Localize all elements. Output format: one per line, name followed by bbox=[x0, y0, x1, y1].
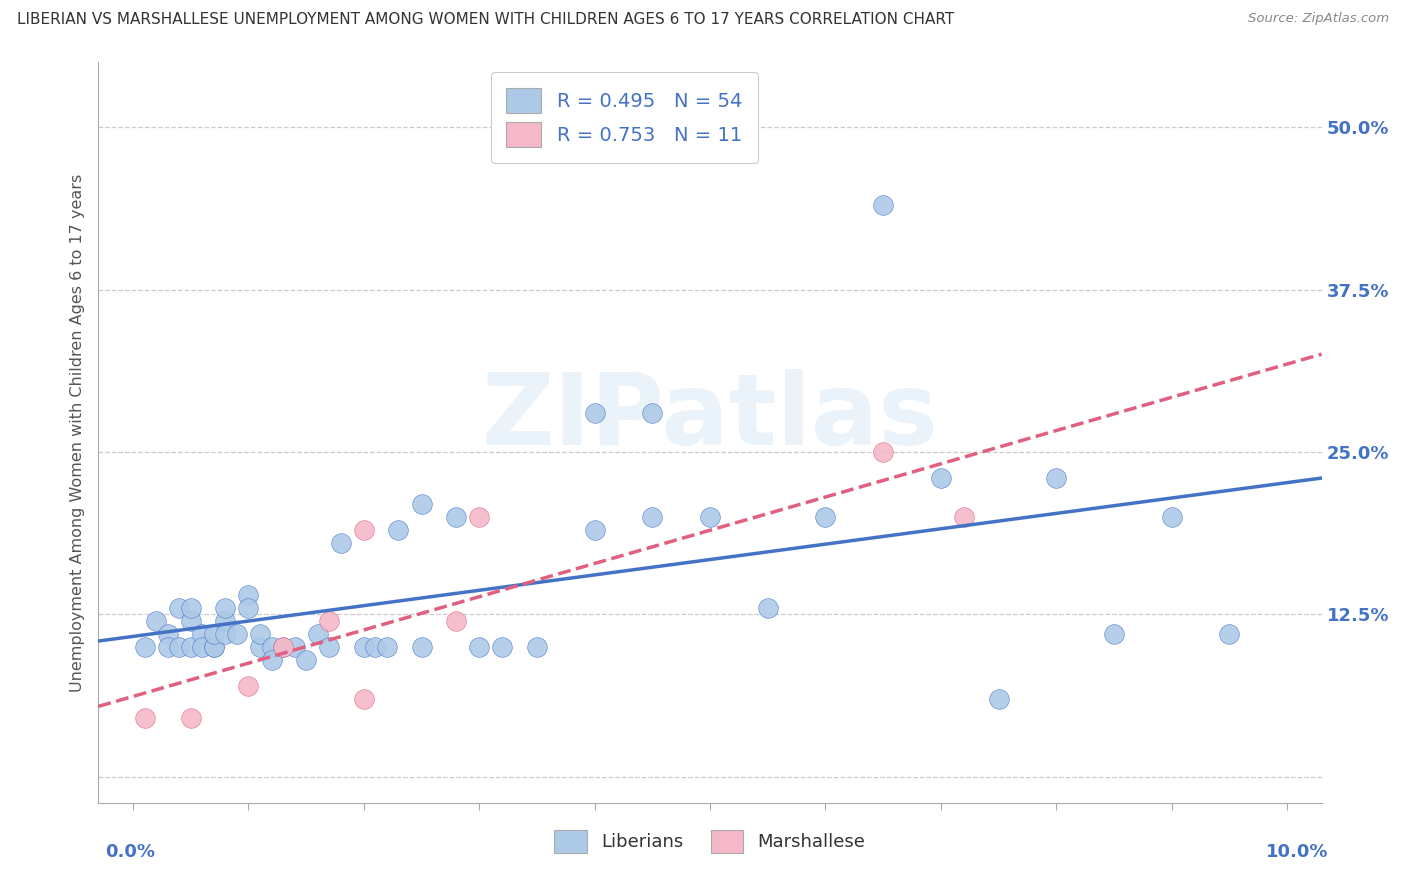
Point bbox=[202, 640, 225, 654]
Point bbox=[641, 510, 664, 524]
Point bbox=[318, 614, 340, 628]
Point bbox=[134, 640, 156, 654]
Point bbox=[307, 627, 329, 641]
Text: LIBERIAN VS MARSHALLESE UNEMPLOYMENT AMONG WOMEN WITH CHILDREN AGES 6 TO 17 YEAR: LIBERIAN VS MARSHALLESE UNEMPLOYMENT AMO… bbox=[17, 12, 955, 27]
Point bbox=[214, 614, 236, 628]
Point bbox=[225, 627, 247, 641]
Point bbox=[271, 640, 294, 654]
Point bbox=[1102, 627, 1125, 641]
Point bbox=[295, 653, 318, 667]
Point bbox=[202, 627, 225, 641]
Legend: Liberians, Marshallese: Liberians, Marshallese bbox=[547, 822, 873, 861]
Point bbox=[375, 640, 398, 654]
Point bbox=[411, 640, 433, 654]
Point bbox=[180, 711, 202, 725]
Text: ZIPatlas: ZIPatlas bbox=[482, 369, 938, 467]
Point bbox=[411, 497, 433, 511]
Point bbox=[814, 510, 837, 524]
Point bbox=[271, 640, 294, 654]
Point bbox=[180, 614, 202, 628]
Point bbox=[444, 510, 467, 524]
Point bbox=[329, 536, 352, 550]
Point bbox=[156, 627, 179, 641]
Point bbox=[583, 523, 606, 537]
Point bbox=[238, 588, 260, 602]
Point bbox=[364, 640, 387, 654]
Point bbox=[249, 627, 271, 641]
Point bbox=[353, 523, 375, 537]
Point bbox=[145, 614, 167, 628]
Point bbox=[180, 601, 202, 615]
Point bbox=[156, 640, 179, 654]
Point bbox=[284, 640, 307, 654]
Point bbox=[526, 640, 548, 654]
Point bbox=[987, 692, 1010, 706]
Point bbox=[167, 601, 190, 615]
Point bbox=[444, 614, 467, 628]
Point bbox=[214, 627, 236, 641]
Point bbox=[468, 510, 491, 524]
Point bbox=[191, 627, 214, 641]
Point bbox=[872, 445, 894, 459]
Point bbox=[238, 679, 260, 693]
Point bbox=[238, 601, 260, 615]
Point bbox=[191, 640, 214, 654]
Point bbox=[756, 601, 779, 615]
Point bbox=[260, 653, 283, 667]
Point bbox=[468, 640, 491, 654]
Text: Source: ZipAtlas.com: Source: ZipAtlas.com bbox=[1249, 12, 1389, 25]
Point bbox=[387, 523, 409, 537]
Point bbox=[583, 406, 606, 420]
Point bbox=[134, 711, 156, 725]
Point bbox=[249, 640, 271, 654]
Point bbox=[353, 640, 375, 654]
Point bbox=[1218, 627, 1240, 641]
Point bbox=[699, 510, 721, 524]
Point bbox=[180, 640, 202, 654]
Point bbox=[1045, 471, 1067, 485]
Point bbox=[1160, 510, 1182, 524]
Point bbox=[491, 640, 513, 654]
Point bbox=[929, 471, 952, 485]
Point bbox=[641, 406, 664, 420]
Point bbox=[167, 640, 190, 654]
Point bbox=[214, 601, 236, 615]
Point bbox=[202, 640, 225, 654]
Point bbox=[318, 640, 340, 654]
Point bbox=[353, 692, 375, 706]
Point bbox=[260, 640, 283, 654]
Point bbox=[872, 198, 894, 212]
Point bbox=[953, 510, 976, 524]
Text: 0.0%: 0.0% bbox=[105, 843, 156, 861]
Y-axis label: Unemployment Among Women with Children Ages 6 to 17 years: Unemployment Among Women with Children A… bbox=[69, 174, 84, 691]
Text: 10.0%: 10.0% bbox=[1267, 843, 1329, 861]
